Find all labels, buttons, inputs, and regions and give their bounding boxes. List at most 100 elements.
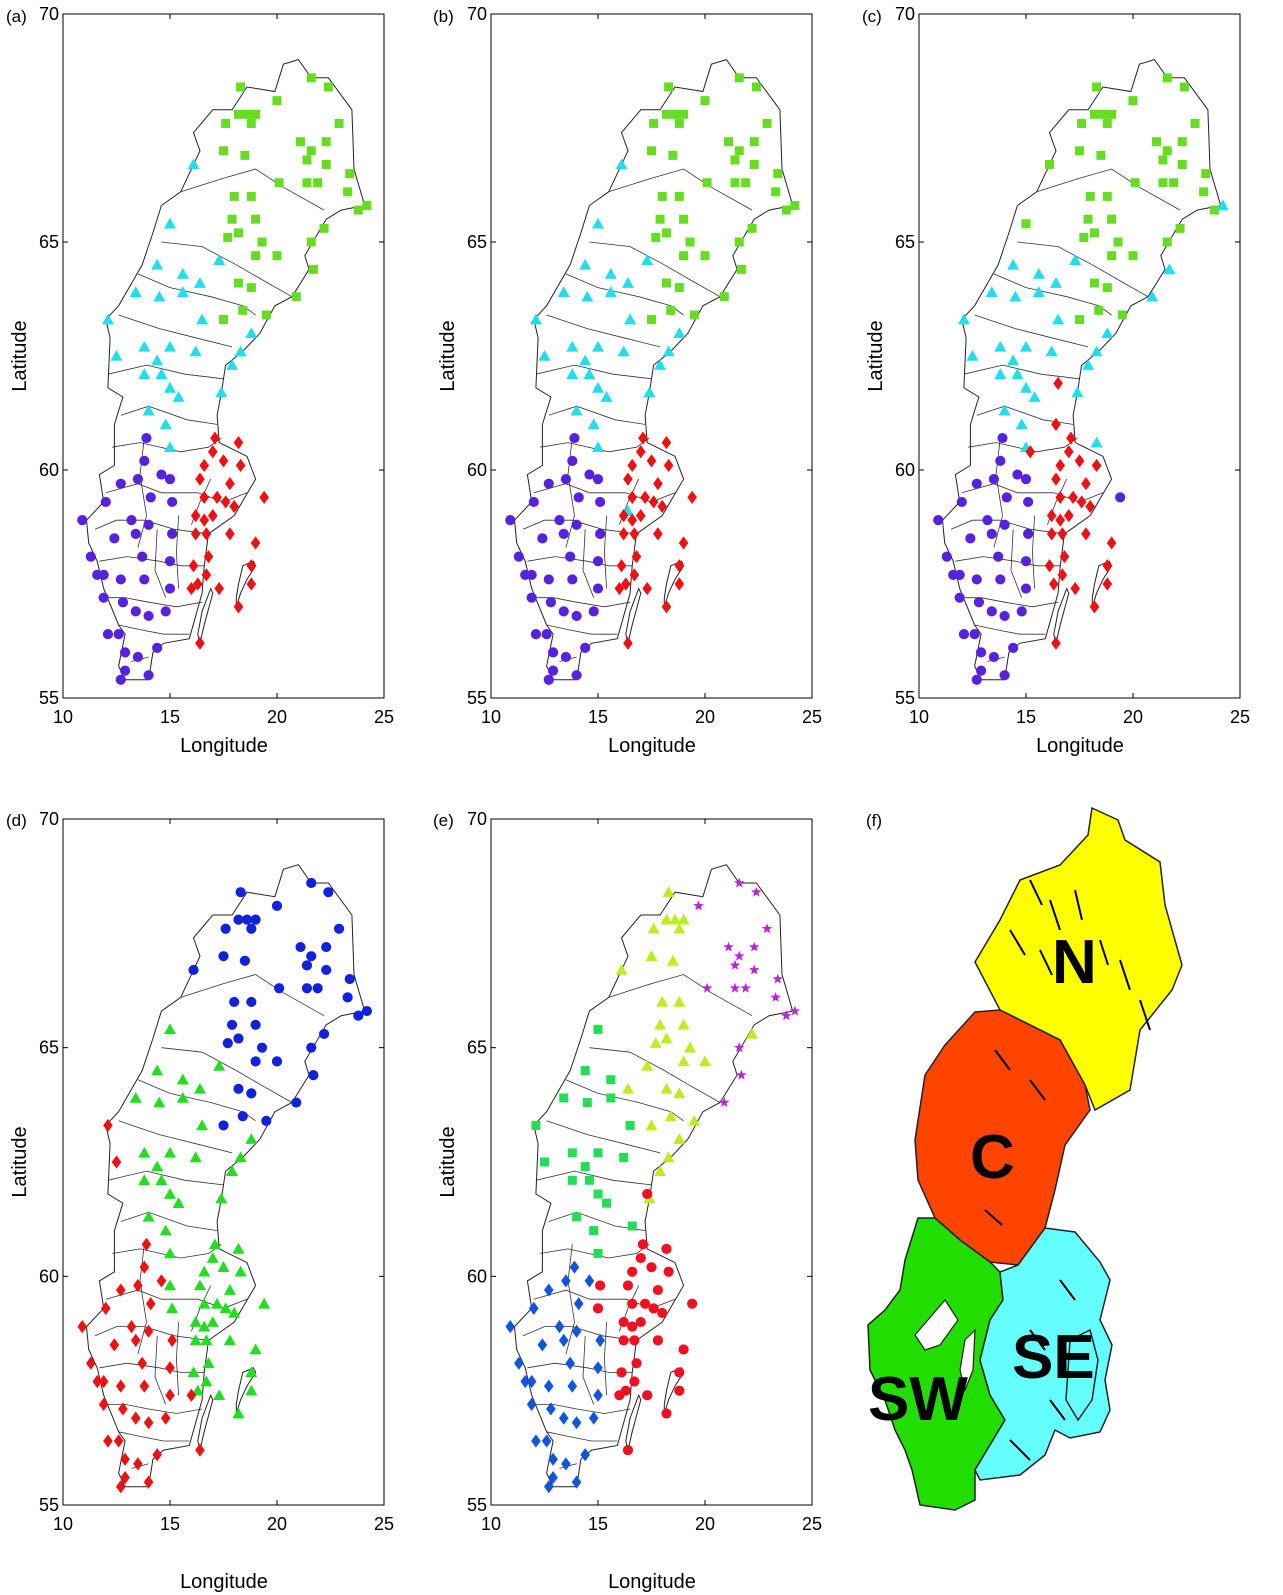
- station-marker: [781, 1010, 792, 1021]
- station-marker: [1079, 232, 1089, 242]
- county-border: [959, 597, 1059, 608]
- station-marker: [189, 1151, 202, 1163]
- station-marker: [543, 1379, 554, 1393]
- station-marker: [566, 368, 579, 380]
- station-marker: [258, 1297, 271, 1309]
- x-tick-label: 10: [909, 707, 929, 727]
- station-marker: [126, 515, 137, 526]
- county-border: [120, 405, 218, 425]
- station-marker: [321, 159, 331, 169]
- station-marker: [1015, 418, 1028, 430]
- station-marker: [982, 515, 993, 526]
- station-marker: [954, 592, 965, 603]
- region-N: [974, 806, 1183, 1112]
- station-marker: [151, 1064, 164, 1076]
- station-marker: [321, 137, 331, 147]
- station-marker: [190, 509, 201, 523]
- station-marker: [651, 232, 661, 242]
- station-marker: [734, 1042, 745, 1053]
- station-marker: [159, 1224, 172, 1236]
- station-marker: [141, 1237, 152, 1251]
- panel-label-e: (e): [433, 811, 454, 830]
- station-marker: [1049, 577, 1059, 591]
- station-marker: [245, 1384, 258, 1396]
- county-border: [546, 314, 661, 348]
- station-marker: [627, 1266, 638, 1277]
- y-tick-label: 55: [39, 1495, 59, 1515]
- station-marker: [160, 606, 171, 617]
- station-marker: [1169, 178, 1179, 188]
- station-marker: [186, 1388, 197, 1402]
- station-marker: [526, 592, 537, 603]
- station-marker: [211, 1297, 224, 1309]
- station-marker: [1081, 527, 1091, 541]
- station-marker: [1190, 118, 1200, 128]
- river-line: [1029, 1079, 1046, 1101]
- y-tick-label: 70: [39, 4, 59, 24]
- station-marker: [560, 651, 572, 663]
- county-border: [565, 1244, 575, 1355]
- station-marker: [193, 577, 203, 591]
- x-tick-label: 20: [1123, 707, 1143, 727]
- station-marker: [966, 350, 979, 361]
- station-marker: [513, 551, 524, 562]
- station-marker: [734, 877, 745, 888]
- station-marker: [1071, 386, 1084, 398]
- station-marker: [1102, 283, 1112, 293]
- station-marker: [666, 305, 676, 315]
- station-marker: [164, 474, 176, 485]
- station-marker: [997, 432, 1008, 444]
- station-marker: [627, 1321, 638, 1332]
- station-marker: [189, 1316, 202, 1327]
- station-marker: [673, 922, 686, 934]
- station-marker: [233, 436, 244, 450]
- station-marker: [246, 996, 257, 1008]
- station-marker: [593, 1189, 603, 1199]
- county-border: [955, 556, 1061, 567]
- station-marker: [111, 1155, 122, 1169]
- station-marker: [1085, 499, 1095, 514]
- station-marker: [143, 1475, 154, 1489]
- station-marker: [543, 1283, 554, 1297]
- station-marker: [623, 636, 633, 650]
- station-marker: [343, 187, 353, 197]
- county-border: [546, 624, 618, 635]
- station-marker: [143, 519, 154, 530]
- station-marker: [226, 1019, 238, 1030]
- station-marker: [1158, 178, 1168, 188]
- station-marker: [103, 1434, 113, 1448]
- station-marker: [561, 1457, 571, 1471]
- station-marker: [1075, 315, 1084, 325]
- station-marker: [1107, 251, 1117, 261]
- station-marker: [1046, 527, 1057, 541]
- station-marker: [202, 1357, 215, 1369]
- station-marker: [233, 600, 244, 614]
- station-marker: [199, 513, 210, 527]
- x-tick-label: 20: [267, 1514, 287, 1534]
- station-marker: [1113, 237, 1123, 247]
- station-marker: [674, 559, 685, 573]
- station-marker: [1028, 391, 1041, 402]
- station-marker: [164, 217, 176, 229]
- station-marker: [641, 1059, 654, 1071]
- station-marker: [664, 82, 674, 92]
- station-marker: [1089, 228, 1099, 238]
- station-marker: [153, 290, 166, 302]
- station-marker: [232, 1242, 245, 1254]
- station-marker: [790, 201, 800, 211]
- station-marker: [617, 345, 630, 357]
- station-marker: [1051, 472, 1061, 486]
- y-tick-label: 55: [39, 688, 59, 708]
- station-marker: [1083, 214, 1093, 224]
- station-marker: [643, 386, 656, 398]
- station-marker: [749, 159, 759, 169]
- station-marker: [240, 150, 250, 160]
- station-marker: [558, 528, 569, 539]
- station-marker: [233, 1033, 244, 1044]
- station-marker: [261, 1115, 272, 1126]
- station-marker: [217, 1261, 230, 1272]
- station-marker: [312, 983, 323, 994]
- station-marker: [571, 1324, 582, 1338]
- station-marker: [143, 1416, 154, 1430]
- station-marker: [771, 187, 781, 197]
